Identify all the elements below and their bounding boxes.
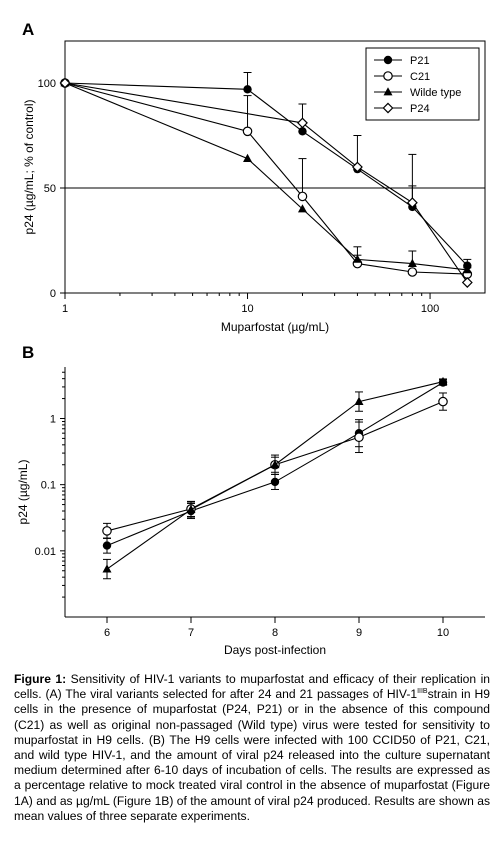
panel-b-point	[102, 526, 112, 536]
panel-a-xtick-label: 10	[241, 303, 253, 315]
legend-marker	[383, 71, 393, 81]
caption-superscript: IIIB	[417, 688, 428, 696]
panel-a-point	[243, 85, 252, 94]
legend-label: C21	[410, 71, 430, 83]
panel-a-point	[297, 204, 307, 213]
panel-b-ytick-label: 0.01	[35, 546, 56, 558]
panel-b-ylabel: p24 (µg/mL)	[16, 460, 30, 525]
caption-label: Figure 1:	[14, 672, 67, 686]
legend-label: Wilde type	[410, 87, 461, 99]
panel-a-label: A	[22, 20, 34, 39]
panel-b-xtick-label: 10	[437, 627, 449, 639]
panel-a-point	[351, 161, 363, 173]
panel-a-point	[298, 127, 307, 136]
panel-a-xtick-label: 1	[62, 303, 68, 315]
panel-b-xtick-label: 8	[272, 627, 278, 639]
panel-a-ytick-label: 50	[44, 183, 56, 195]
panel-a-series-line-1	[64, 82, 468, 275]
panel-a-point	[407, 267, 418, 277]
panel-b-xtick-label: 7	[188, 627, 194, 639]
panel-b-xtick-label: 9	[356, 627, 362, 639]
panel-b-xlabel: Days post-infection	[224, 643, 326, 657]
legend-label: P21	[410, 55, 430, 67]
panel-a-point	[462, 265, 472, 274]
caption-text-1: Sensitivity of HIV-1 variants to muparfo…	[14, 672, 490, 702]
panel-b-ytick-label: 0.1	[41, 480, 56, 492]
panel-b-ytick-label: 1	[50, 413, 56, 425]
panel-a-ytick-label: 100	[38, 78, 56, 90]
panel-a-xtick-label: 100	[421, 303, 439, 315]
figure-caption: Figure 1: Sensitivity of HIV-1 variants …	[14, 672, 490, 824]
panel-a-series-line-2	[64, 82, 468, 271]
panel-b-point	[270, 477, 280, 487]
panel-a-point	[243, 153, 253, 162]
panel-a-ylabel: p24 (µg/mL; % of control)	[22, 100, 36, 235]
panel-a-ytick-label: 0	[50, 288, 56, 300]
panel-a-point	[461, 277, 473, 288]
figure-canvas: A 0 50 100 1 10 100 Muparfostat (µg/mL) p24 (µg/…	[16, 20, 486, 657]
panel-b-point	[438, 376, 448, 386]
panel-a-point	[59, 77, 71, 89]
panel-b-point	[354, 396, 364, 405]
legend-label: P24	[410, 103, 430, 115]
panel-b-point	[102, 541, 112, 550]
panel-a-point	[242, 126, 253, 137]
panel-b-xtick-label: 6	[104, 627, 110, 639]
panel-b-point	[438, 396, 448, 407]
caption-text-2: strain in H9 cells in the presence of mu…	[14, 687, 490, 823]
panel-a-point	[297, 117, 308, 129]
legend-marker	[383, 55, 393, 65]
panel-b-point	[270, 459, 280, 469]
panel-a-frame	[64, 40, 486, 294]
panel-a-xlabel: Muparfostat (µg/mL)	[221, 320, 329, 334]
legend-marker	[382, 102, 394, 114]
panel-b-point	[186, 504, 196, 513]
panel-b-label: B	[22, 343, 34, 362]
panel-a-point	[297, 191, 308, 202]
panel-b-point	[102, 564, 112, 573]
legend-marker	[383, 87, 393, 96]
panel-a-point	[407, 258, 417, 267]
panel-a-point	[406, 197, 418, 209]
panel-a-point	[352, 254, 362, 263]
panel-b-point	[354, 432, 364, 443]
